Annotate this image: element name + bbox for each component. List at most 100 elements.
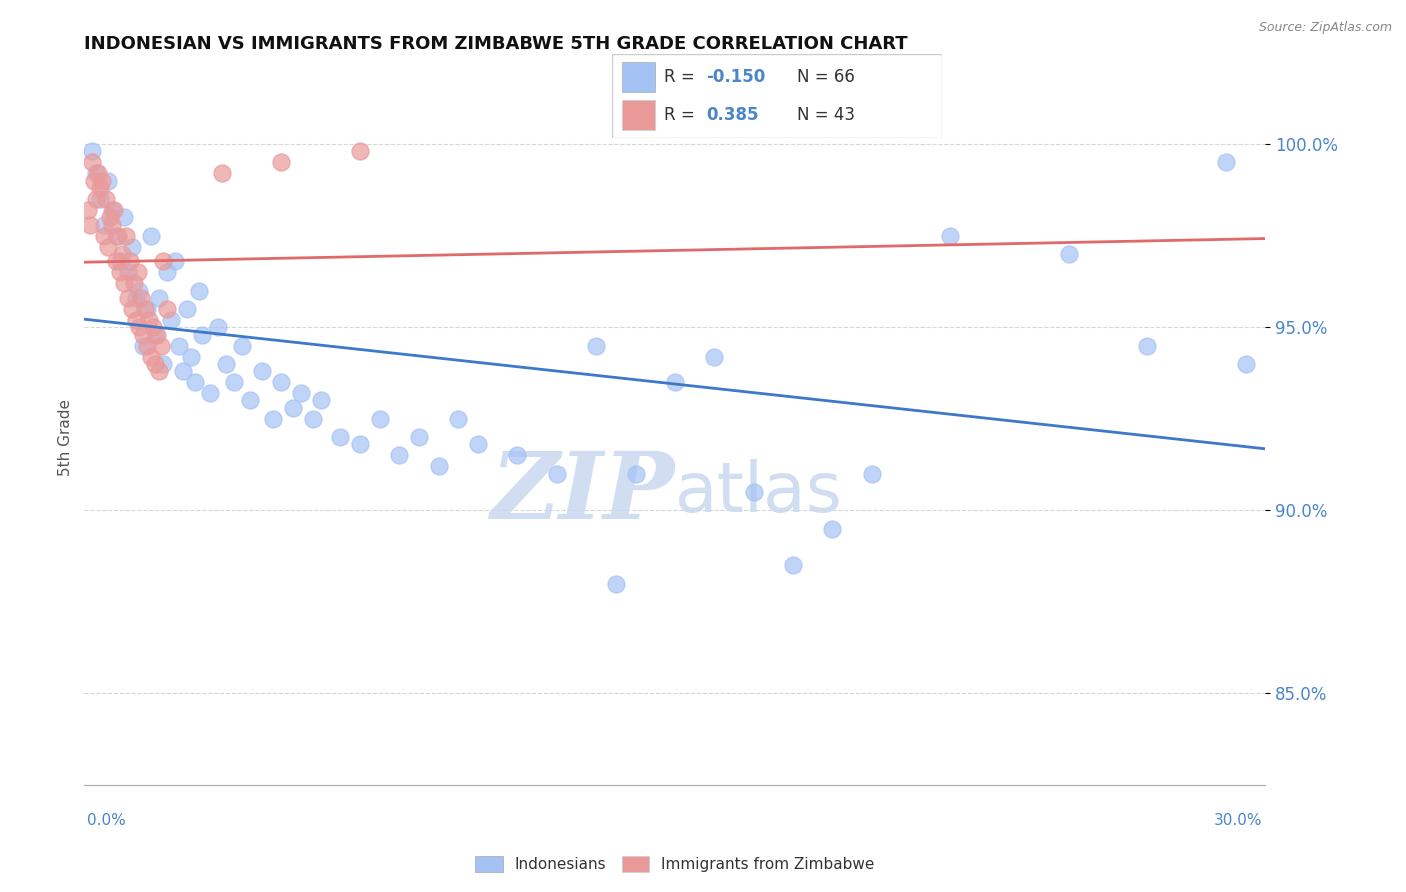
Point — [117, 265, 139, 279]
FancyBboxPatch shape — [612, 54, 942, 138]
Point — [1057, 247, 1080, 261]
Point — [211, 166, 233, 180]
Point — [118, 254, 141, 268]
Point — [107, 228, 129, 243]
Point — [84, 192, 107, 206]
Point — [148, 364, 170, 378]
Y-axis label: 5th Grade: 5th Grade — [58, 399, 73, 475]
Point — [141, 228, 163, 243]
Point — [82, 145, 104, 159]
Point — [112, 277, 135, 291]
Point — [447, 411, 470, 425]
Text: N = 66: N = 66 — [797, 68, 855, 86]
Point — [176, 301, 198, 316]
Point — [388, 449, 411, 463]
Point — [506, 449, 529, 463]
Text: R =: R = — [665, 68, 700, 86]
Text: 0.385: 0.385 — [706, 106, 758, 124]
Point — [117, 291, 139, 305]
Point — [84, 166, 107, 180]
Point — [200, 386, 222, 401]
Point — [132, 338, 155, 352]
Text: atlas: atlas — [675, 459, 842, 526]
Point — [87, 166, 110, 180]
Point — [82, 155, 104, 169]
Point — [93, 218, 115, 232]
Point — [93, 228, 115, 243]
Point — [215, 357, 238, 371]
Point — [270, 375, 292, 389]
Point — [79, 218, 101, 232]
Point — [290, 386, 312, 401]
Point — [585, 338, 607, 352]
Point — [187, 284, 209, 298]
Point — [207, 320, 229, 334]
Point — [270, 155, 292, 169]
Point — [83, 174, 105, 188]
FancyBboxPatch shape — [621, 62, 655, 92]
Point — [160, 313, 183, 327]
Text: ZIP: ZIP — [491, 448, 675, 538]
Point — [143, 327, 166, 342]
Point — [124, 291, 146, 305]
Text: INDONESIAN VS IMMIGRANTS FROM ZIMBABWE 5TH GRADE CORRELATION CHART: INDONESIAN VS IMMIGRANTS FROM ZIMBABWE 5… — [84, 35, 908, 53]
Point — [172, 364, 194, 378]
Point — [368, 411, 391, 425]
Point — [1234, 357, 1257, 371]
Point — [131, 291, 153, 305]
Point — [167, 338, 190, 352]
Point — [180, 350, 202, 364]
Point — [156, 301, 179, 316]
Point — [132, 327, 155, 342]
Point — [1136, 338, 1159, 352]
Point — [329, 430, 352, 444]
Point — [146, 327, 169, 342]
Point — [349, 437, 371, 451]
Point — [546, 467, 568, 481]
Point — [108, 265, 131, 279]
Point — [1215, 155, 1237, 169]
Point — [703, 350, 725, 364]
Point — [143, 357, 166, 371]
Point — [309, 393, 332, 408]
Point — [231, 338, 253, 352]
Point — [104, 254, 127, 268]
Point — [134, 301, 156, 316]
Point — [111, 247, 134, 261]
Point — [89, 192, 111, 206]
Point — [939, 228, 962, 243]
Point — [349, 145, 371, 159]
Point — [104, 228, 127, 243]
FancyBboxPatch shape — [621, 100, 655, 130]
Point — [281, 401, 304, 415]
Point — [101, 202, 124, 217]
Point — [103, 202, 125, 217]
Point — [94, 192, 117, 206]
Point — [191, 327, 214, 342]
Point — [301, 411, 323, 425]
Point — [141, 350, 163, 364]
Point — [128, 284, 150, 298]
Point — [262, 411, 284, 425]
Point — [467, 437, 489, 451]
Point — [624, 467, 647, 481]
Point — [114, 228, 136, 243]
Text: N = 43: N = 43 — [797, 106, 855, 124]
Point — [152, 357, 174, 371]
Point — [108, 254, 131, 268]
Point — [136, 301, 159, 316]
Point — [605, 576, 627, 591]
Point — [122, 277, 145, 291]
Point — [148, 291, 170, 305]
Point — [97, 240, 120, 254]
Point — [128, 320, 150, 334]
Text: 30.0%: 30.0% — [1215, 814, 1263, 828]
Point — [860, 467, 883, 481]
Point — [742, 485, 765, 500]
Point — [250, 364, 273, 378]
Point — [77, 202, 100, 217]
Point — [97, 174, 120, 188]
Point — [136, 338, 159, 352]
Point — [101, 218, 124, 232]
Point — [98, 211, 121, 225]
